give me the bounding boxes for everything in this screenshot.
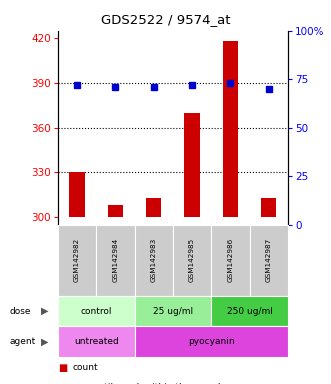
Text: GSM142986: GSM142986: [227, 238, 233, 282]
Text: ■: ■: [58, 363, 67, 373]
Bar: [261, 198, 276, 217]
Text: GDS2522 / 9574_at: GDS2522 / 9574_at: [101, 13, 230, 26]
Bar: [70, 172, 85, 217]
Text: untreated: untreated: [74, 337, 118, 346]
Text: dose: dose: [10, 306, 31, 316]
Text: count: count: [73, 363, 98, 372]
Text: percentile rank within the sample: percentile rank within the sample: [73, 383, 226, 384]
Bar: [223, 41, 238, 217]
Text: control: control: [80, 306, 112, 316]
Text: agent: agent: [10, 337, 36, 346]
Text: ▶: ▶: [41, 306, 48, 316]
Text: 250 ug/ml: 250 ug/ml: [227, 306, 272, 316]
Text: GSM142983: GSM142983: [151, 238, 157, 282]
Text: ▶: ▶: [41, 337, 48, 347]
Text: GSM142984: GSM142984: [113, 238, 118, 282]
Text: ■: ■: [58, 383, 67, 384]
Text: pyocyanin: pyocyanin: [188, 337, 235, 346]
Text: GSM142985: GSM142985: [189, 238, 195, 282]
Bar: [108, 205, 123, 217]
Bar: [146, 198, 162, 217]
Bar: [184, 113, 200, 217]
Text: 25 ug/ml: 25 ug/ml: [153, 306, 193, 316]
Text: GSM142982: GSM142982: [74, 238, 80, 282]
Text: GSM142987: GSM142987: [266, 238, 272, 282]
